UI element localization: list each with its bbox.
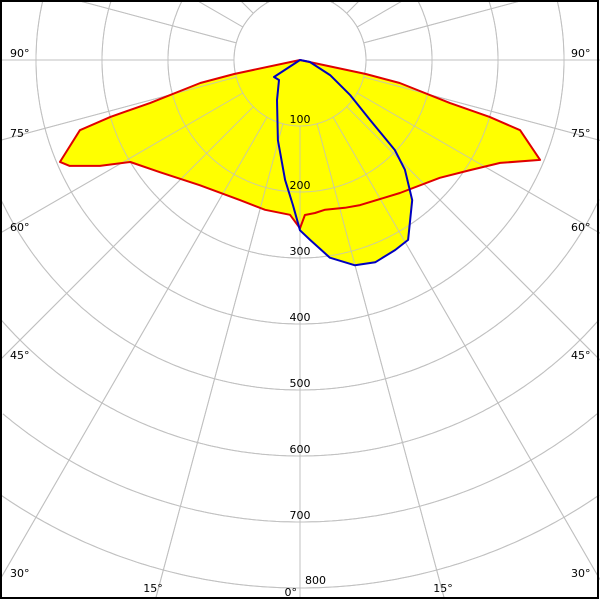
angle-label-zero: 0°	[285, 586, 298, 599]
radial-tick-label: 500	[290, 377, 311, 390]
grid-radial-line-overlay	[346, 0, 361, 14]
grid-ring-overlay	[2, 413, 598, 523]
grid-radial-line-overlay	[363, 0, 525, 44]
grid-ring-overlay	[167, 0, 433, 193]
angle-label-right: 75°	[571, 127, 591, 140]
radial-tick-label: 400	[290, 311, 311, 324]
grid-radial-line-overlay	[75, 0, 237, 44]
grid-radial-line-overlay	[356, 0, 405, 28]
radial-tick-label: 100	[290, 113, 311, 126]
grid-radial-line-overlay	[155, 123, 284, 600]
angle-label-right: 15°	[433, 582, 453, 595]
radial-tick-label: 200	[290, 179, 311, 192]
grid-radial-line-overlay	[363, 76, 600, 141]
grid-radial-line-overlay	[316, 123, 445, 600]
radial-tick-label: 300	[290, 245, 311, 258]
grid-ring-overlay	[0, 319, 600, 457]
grid-radial-line-overlay	[0, 106, 254, 361]
angle-label-left: 90°	[10, 47, 30, 60]
grid-radial-line-overlay	[195, 0, 244, 28]
angle-label-right: 60°	[571, 221, 591, 234]
angle-label-left: 15°	[143, 582, 163, 595]
curve-c0-c180	[59, 59, 542, 230]
grid-radial-line-overlay	[239, 0, 254, 14]
curve-c90-c270	[273, 59, 414, 267]
grid-ring-overlay	[35, 0, 565, 325]
grid-ring-overlay	[0, 494, 600, 589]
grid-radial-line-overlay	[356, 92, 600, 234]
grid-radial-line-overlay	[0, 76, 237, 141]
angle-label-left: 30°	[10, 567, 30, 580]
angle-label-left: 60°	[10, 221, 30, 234]
grid-radial-line-overlay	[0, 116, 268, 580]
angle-label-right: 45°	[571, 349, 591, 362]
grid-ring-overlay	[0, 199, 600, 391]
grid-radial-line-overlay	[346, 106, 600, 361]
radial-tick-label: 600	[290, 443, 311, 456]
grid-radial-line-overlay	[332, 116, 600, 580]
angle-label-right: 90°	[571, 47, 591, 60]
angle-label-left: 45°	[10, 349, 30, 362]
radial-tick-label: 700	[290, 509, 311, 522]
grid-ring-overlay	[101, 0, 499, 259]
angle-label-left: 75°	[10, 127, 30, 140]
angle-label-right: 30°	[571, 567, 591, 580]
radial-tick-label: 800	[305, 574, 326, 587]
